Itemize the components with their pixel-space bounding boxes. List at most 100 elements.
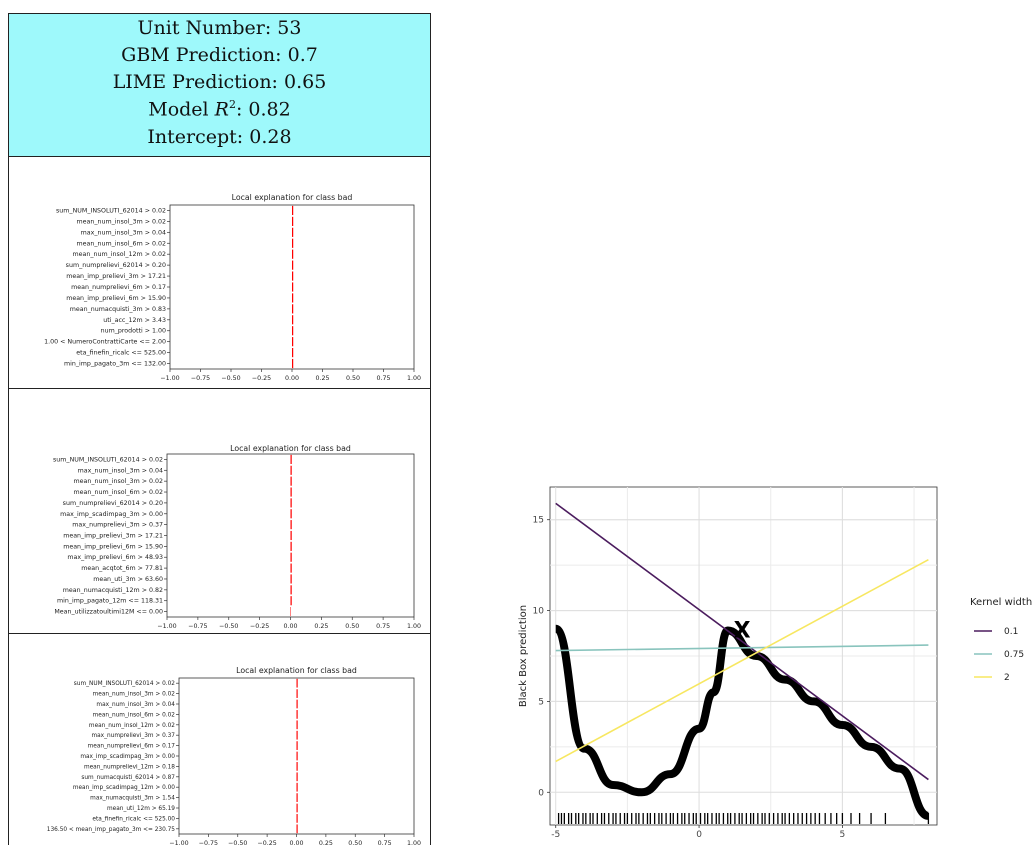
chart-title: Local explanation for class bad [236, 666, 357, 675]
model-r2-prefix: Model [148, 98, 215, 121]
chart-title: Local explanation for class bad [230, 444, 351, 453]
feature-label: mean_uti_12m > 65.19 [107, 806, 175, 812]
feature-label: Mean_utilizzatoultimi12M <= 0.00 [54, 609, 163, 616]
kernel-width-plot: -5 0 5 0 5 10 15 Black Box prediction X Kernel wi… [518, 486, 1032, 840]
feature-bar [296, 793, 298, 802]
feature-label: max_num_insol_3m > 0.04 [81, 229, 166, 236]
feature-label: uti_acc_12m > 3.43 [103, 317, 166, 324]
x-tick-label: 0.75 [376, 623, 390, 630]
unit-number-text: Unit Number: 53 [137, 17, 302, 39]
x-tick-label: 1.00 [407, 840, 421, 845]
feature-label: mean_imp_prelievi_6m > 15.90 [66, 295, 166, 302]
x-tick-label: −0.25 [250, 623, 269, 630]
feature-label: mean_numprelievi_6m > 0.17 [71, 284, 166, 291]
y-axis-label: Black Box prediction [518, 605, 529, 707]
model-r2-value: : 0.82 [235, 98, 291, 121]
lime-prediction-text: LIME Prediction: 0.65 [112, 71, 327, 93]
feature-label: mean_numacquisti_3m > 0.83 [70, 306, 166, 313]
feature-label: mean_num_insol_3m > 0.02 [77, 218, 166, 225]
x-tick-label: 0.50 [345, 623, 359, 630]
feature-bar [290, 509, 292, 519]
x-tick-label: 0.25 [319, 840, 333, 845]
feature-bar [290, 541, 292, 551]
feature-bar [296, 782, 298, 792]
feature-label: max_num_insol_3m > 0.04 [78, 467, 163, 474]
feature-bar [296, 803, 298, 813]
x-tick-label: 0.00 [289, 840, 303, 845]
y-tick-label: 15 [533, 516, 544, 526]
feature-bar [296, 772, 298, 782]
x-tick-label: 1.00 [407, 623, 421, 630]
feature-label: sum_NUM_INSOLUTI_62014 > 0.02 [56, 207, 166, 214]
feature-bar [292, 282, 294, 292]
y-tick-label: 5 [538, 697, 544, 707]
feature-label: mean_numprelievi_6m > 0.17 [88, 744, 176, 750]
feature-bar [292, 249, 294, 259]
feature-label: sum_NUM_INSOLUTI_62014 > 0.02 [74, 681, 176, 687]
chart-title: Local explanation for class bad [232, 193, 353, 202]
feature-bar [290, 574, 292, 584]
x-tick-label: −0.50 [221, 375, 240, 382]
x-tick-label: −0.75 [191, 375, 210, 382]
feature-label: 1.00 < NumeroContrattiCarte <= 2.00 [44, 339, 166, 346]
feature-bar [292, 205, 294, 216]
feature-label: mean_numacquisti_12m > 0.82 [63, 587, 163, 594]
feature-bar [290, 498, 292, 508]
feature-label: mean_num_insol_3m > 0.02 [93, 692, 176, 698]
feature-label: mean_imp_scadimpag_12m > 0.00 [73, 785, 175, 791]
feature-label: min_imp_pagato_3m <= 132.00 [64, 361, 166, 368]
x-tick-label: −0.50 [219, 623, 238, 630]
feature-bar [290, 520, 292, 530]
feature-label: mean_num_insol_12m > 0.02 [73, 251, 167, 258]
feature-label: mean_num_insol_12m > 0.02 [89, 723, 175, 729]
explained-instance-marker: X [734, 619, 751, 644]
feature-bar [292, 348, 294, 358]
model-r2-symbol: R [214, 98, 229, 121]
x-tick-label: −0.25 [257, 840, 276, 845]
feature-bar [296, 720, 298, 730]
feature-bar [296, 762, 298, 771]
feature-bar [290, 465, 292, 475]
feature-label: eta_finefin_ricalc <= 525.00 [92, 816, 175, 822]
x-tick-label: 0.50 [348, 840, 362, 845]
x-tick-label: 0 [696, 830, 702, 840]
lime-chart-section-3: Local explanation for class bad sum_NUM_I… [9, 634, 430, 847]
feature-bar [296, 741, 298, 750]
kernel-line-0-75 [555, 644, 929, 652]
x-tick-label: −1.00 [157, 623, 176, 630]
feature-label: 136.50 < mean_imp_pagato_3m <= 230.75 [47, 827, 176, 833]
lime-bar-chart-2: Local explanation for class bad sum_NUM_I… [53, 444, 421, 630]
x-tick-label: -5 [551, 830, 560, 840]
feature-bar [292, 271, 294, 281]
x-tick-label: 0.75 [378, 840, 392, 845]
section-divider [9, 633, 430, 634]
kernel-width-chart: -5 0 5 0 5 10 15 Black Box prediction X Kernel wi… [500, 470, 1033, 849]
x-tick-label: 5 [840, 830, 846, 840]
lime-chart-section-1: Local explanation for class bad sum_NUM_I… [9, 157, 430, 387]
feature-label: mean_acqtot_6m > 77.81 [81, 565, 163, 572]
feature-bar [292, 260, 294, 270]
feature-bar [292, 293, 294, 303]
feature-label: mean_uti_3m > 63.60 [93, 576, 163, 583]
y-tick-label: 10 [533, 607, 545, 617]
feature-label: max_numprelievi_3m > 0.37 [91, 733, 175, 739]
feature-bar [290, 585, 292, 595]
feature-bar [290, 454, 292, 464]
x-tick-label: 1.00 [407, 375, 421, 382]
feature-label: eta_finefin_ricalc <= 525.00 [76, 350, 166, 357]
legend-label: 0.1 [1004, 627, 1018, 637]
kernel-line-2 [555, 558, 929, 763]
lime-bar-chart-3: Local explanation for class bad sum_NUM_I… [47, 666, 421, 847]
legend-title: Kernel width [970, 597, 1032, 608]
feature-bar [292, 326, 294, 336]
feature-bar [292, 227, 294, 237]
feature-label: sum_numprelievi_62014 > 0.20 [66, 262, 166, 269]
feature-bar [292, 337, 294, 347]
feature-label: num_prodotti > 1.00 [101, 328, 166, 335]
lime-bar-chart-1: Local explanation for class bad sum_NUM_I… [44, 193, 421, 382]
feature-label: max_imp_prelievi_6m > 48.93 [67, 554, 163, 561]
feature-label: mean_num_insol_3m > 0.02 [74, 478, 163, 485]
feature-bar [296, 730, 298, 740]
intercept-text: Intercept: 0.28 [147, 126, 292, 148]
feature-bar [290, 596, 292, 606]
